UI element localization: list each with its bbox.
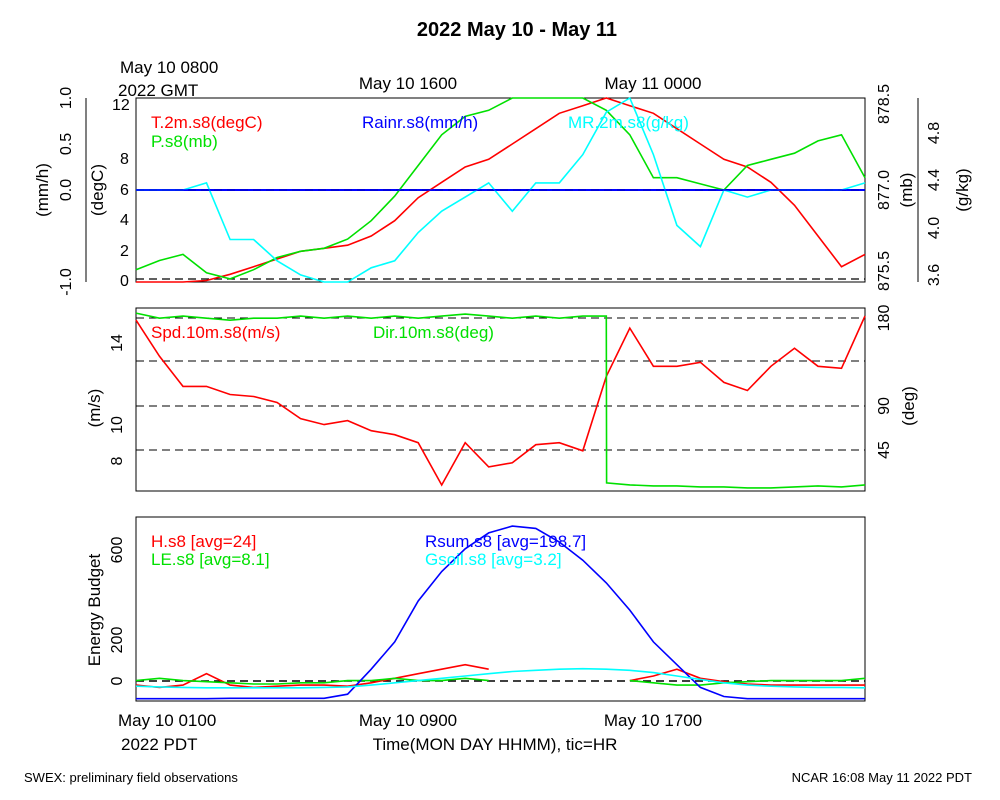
bottom-left-ticks: 600 200 0 [109,537,126,686]
tick-degc-2: 2 [120,243,129,260]
series-line-bottom-2-0 [136,525,865,700]
tick-ms-8: 8 [109,456,126,465]
axis-label-mmh: (mm/h) [33,163,52,217]
legend-pressure: P.s8(mb) [151,132,218,151]
tick-mmh-m1: -1.0 [58,268,75,296]
legend-mixing-ratio: MR.2m.s8(g/kg) [568,113,689,132]
tick-mb-8785: 878.5 [876,84,893,124]
legend-h: H.s8 [avg=24] [151,532,256,551]
legend-rain: Rainr.s8(mm/h) [362,113,478,132]
tick-mmh-05: 0.5 [58,133,75,155]
series-line-bottom-3-0 [135,667,866,689]
tick-eb-600: 600 [109,537,126,564]
legend-le: LE.s8 [avg=8.1] [151,550,270,569]
legend-speed: Spd.10m.s8(m/s) [151,323,280,342]
mid-right-ticks: 180 90 45 [876,305,893,459]
series-line-top-0-0 [136,97,866,283]
tick-deg-180: 180 [876,305,893,332]
gmt-right-label: May 11 0000 [604,74,701,93]
tick-eb-0: 0 [109,676,126,685]
tick-deg-45: 45 [876,441,893,459]
pdt-mid-label: May 10 0900 [359,711,457,730]
x-axis-label: Time(MON DAY HHMM), tic=HR [373,735,618,754]
top-left-inner-ticks: 0 2 4 6 8 12 [112,97,130,290]
legend-direction: Dir.10m.s8(deg) [373,323,494,342]
top-right-inner-ticks: 878.5 877.0 875.5 [876,84,893,291]
legend-rsum: Rsum.s8 [avg=198.7] [425,532,586,551]
legend-gsoil: Gsoil.s8 [avg=3.2] [425,550,562,569]
gmt-mid-label: May 10 1600 [359,74,457,93]
series-line-bottom-0-1 [629,668,865,686]
series-line-middle-0-0 [135,315,866,487]
tick-eb-200: 200 [109,627,126,654]
gmt-start-line2: 2022 GMT [118,81,198,100]
mid-left-ticks: 14 10 8 [109,334,126,465]
tick-degc-8: 8 [120,151,129,168]
series-line-top-2-0 [136,96,866,283]
tick-gkg-44: 4.4 [926,169,943,191]
tick-mmh-0: 0.0 [58,179,75,201]
tick-degc-6: 6 [120,182,129,199]
axis-label-gkg: (g/kg) [953,168,972,211]
pdt-start-year: 2022 PDT [121,735,198,754]
top-left-outer-ticks: -1.0 0.0 0.5 1.0 [58,87,75,296]
tick-mb-8755: 875.5 [876,251,893,291]
axis-label-deg: (deg) [899,386,918,426]
series-line-bottom-0-0 [135,663,489,689]
panel-bottom-frame [135,516,866,702]
panel-middle-frame [135,307,866,492]
tick-gkg-48: 4.8 [926,122,943,144]
series-line-top-1-0 [135,97,866,280]
axis-label-mb: (mb) [897,173,916,208]
tick-ms-14: 14 [109,334,126,352]
tick-gkg-40: 4.0 [926,217,943,239]
series-line-bottom-1-0 [135,677,489,685]
tick-mmh-1: 1.0 [58,87,75,109]
axis-label-energy: Energy Budget [85,553,104,666]
pdt-right-label: May 10 1700 [604,711,702,730]
pdt-start-label: May 10 0100 [118,711,216,730]
gmt-start-line1: May 10 0800 [120,58,218,77]
chart-title: 2022 May 10 - May 11 [417,19,617,41]
tick-degc-12: 12 [112,97,130,114]
tick-deg-90: 90 [876,397,893,415]
axis-label-ms: (m/s) [85,389,104,428]
tick-degc-4: 4 [120,212,129,229]
series-line-bottom-1-1 [629,677,866,686]
tick-ms-10: 10 [109,416,126,434]
footer-right: NCAR 16:08 May 11 2022 PDT [792,770,972,785]
top-right-outer-ticks: 4.8 4.4 4.0 3.6 [926,122,943,286]
tick-gkg-36: 3.6 [926,264,943,286]
legend-temp: T.2m.s8(degC) [151,113,262,132]
series-line-middle-1-0 [135,312,866,489]
footer-left: SWEX: preliminary field observations [24,770,238,785]
tick-mb-8770: 877.0 [876,170,893,210]
series-layer [135,96,866,700]
axis-label-degc: (degC) [88,164,107,216]
tick-degc-0: 0 [120,273,129,290]
